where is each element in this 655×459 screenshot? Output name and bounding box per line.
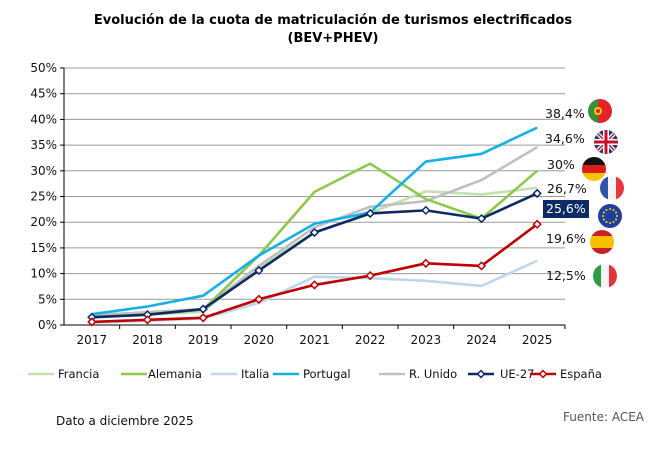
x-tick-label: 2017 [77,333,108,347]
chart-title: Evolución de la cuota de matriculación d… [94,13,572,28]
x-tick-label: 2021 [299,333,330,347]
data-point-marker [142,315,153,325]
legend-label: R. Unido [409,367,457,381]
legend-marker [476,369,486,379]
chart-subtitle: (BEV+PHEV) [288,31,379,46]
x-tick-label: 2019 [188,333,219,347]
series-line-alemania [91,162,539,319]
end-value-label: 34,6% [545,131,585,146]
legend-item: Italia [211,367,269,381]
data-point-marker [254,294,264,304]
source-note: Fuente: ACEA [563,410,645,424]
end-value-label: 26,7% [547,181,587,196]
legend-item: Francia [28,367,99,381]
data-point-marker [421,205,431,216]
y-tick-label: 20% [30,215,57,229]
data-point-marker [254,265,264,276]
y-tick-label: 30% [30,164,57,178]
footnote: Dato a diciembre 2025 [56,414,194,428]
legend-item: R. Unido [379,367,457,381]
legend-marker [538,369,548,379]
series-line-francia [91,186,538,319]
legend-item: España [530,367,602,381]
y-tick-label: 40% [30,112,57,126]
uk-flag-icon [594,130,618,154]
legend-item: Alemania [121,367,202,381]
end-value-label: 38,4% [545,106,585,121]
y-tick-label: 45% [30,87,57,101]
data-point-marker [87,317,97,327]
eu-flag-icon [598,204,622,228]
x-tick-label: 2024 [466,333,497,347]
data-point-marker [532,188,542,199]
end-value-label: 12,5% [546,268,586,283]
legend-item: UE-27 [468,367,534,381]
data-point-marker [476,213,487,224]
data-point-marker [421,258,431,268]
x-tick-label: 2025 [522,333,553,347]
highlight-label-box [543,200,589,218]
italy-flag-icon [593,264,617,288]
data-point-marker [365,270,375,281]
y-tick-label: 0% [38,318,57,332]
x-tick-label: 2022 [355,333,386,347]
x-tick-label: 2023 [411,333,442,347]
y-tick-label: 10% [30,267,57,281]
series-line-portugal [91,126,538,316]
france-flag-icon [600,176,624,200]
end-value-label: 25,6% [546,201,586,216]
end-value-label: 30% [547,157,575,172]
data-point-marker [198,313,208,323]
legend-label: UE-27 [500,367,534,381]
y-tick-label: 25% [30,190,57,204]
data-point-marker [198,304,208,314]
series-line-españa [91,223,538,324]
legend-label: Italia [241,367,269,381]
spain-flag-icon [590,230,614,254]
series-line-ue-27 [91,192,538,319]
legend-label: Alemania [148,367,202,381]
y-tick-label: 35% [30,138,57,152]
x-tick-label: 2020 [244,333,275,347]
legend-item: Portugal [273,367,351,381]
legend-label: España [560,367,602,381]
y-tick-label: 50% [30,61,57,75]
y-tick-label: 15% [30,241,57,255]
data-point-marker [309,280,320,290]
end-value-label: 19,6% [546,231,586,246]
x-tick-label: 2018 [132,333,163,347]
data-point-marker [309,227,320,238]
data-point-marker [476,261,487,271]
legend-label: Portugal [303,367,351,381]
y-tick-label: 5% [38,292,57,306]
data-point-marker [532,219,542,229]
data-point-marker [365,208,375,219]
germany-flag-icon [582,157,606,181]
portugal-flag-icon [588,99,612,123]
series-line-r-unido [91,146,538,317]
legend-label: Francia [58,367,99,381]
